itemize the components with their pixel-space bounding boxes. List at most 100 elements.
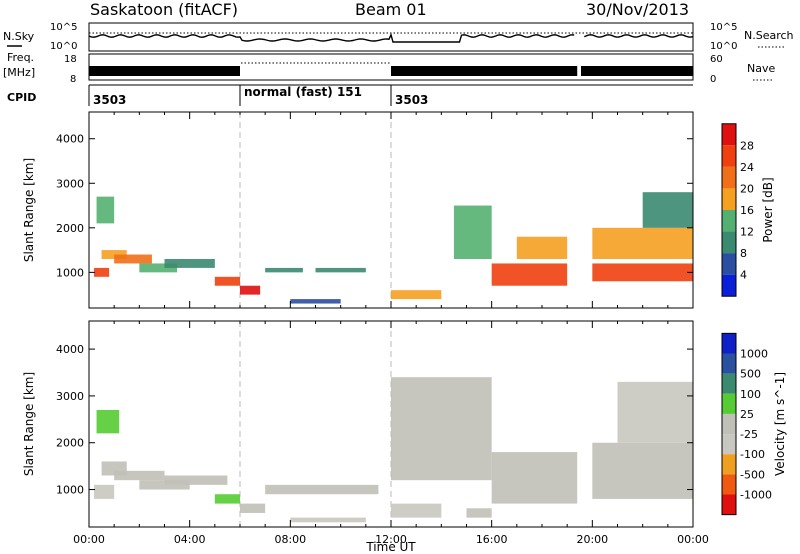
- colorbar-frame: [721, 123, 737, 297]
- x-tick-label: 00:00: [677, 533, 709, 546]
- velocity-cell-10: [315, 484, 379, 495]
- power-cell-0: [94, 267, 110, 277]
- colorbar-tick-label: -100: [740, 448, 765, 461]
- power-cell-6: [214, 276, 240, 286]
- colorbar-swatch: [722, 413, 736, 435]
- colorbar-swatch: [722, 454, 736, 475]
- colorbar-tick-label: -25: [740, 428, 758, 441]
- freq-label: Freq.: [7, 51, 34, 64]
- velocity-cell-3: [114, 470, 165, 481]
- colorbar-swatch: [722, 210, 736, 232]
- colorbar-tick-label: 4: [740, 269, 747, 282]
- velocity-cell-0: [94, 484, 115, 499]
- y-tick-label: 4000: [56, 133, 84, 146]
- colorbar-tick-label: -500: [740, 468, 765, 481]
- frequency-bars: [89, 66, 693, 76]
- colorbar-swatch: [722, 274, 736, 297]
- power-cell-3: [114, 254, 152, 264]
- velocity-cell-11: [391, 503, 442, 518]
- power-panel: 1000 2000 3000 4000 Slant Range [km] 4 8 12 16…: [22, 111, 775, 309]
- x-tick-label: 00:00: [73, 533, 105, 546]
- power-ylabel: Slant Range [km]: [22, 158, 36, 262]
- velocity-colorbar: 1000 500 100 25 -25 -100 -500 -1000: [721, 332, 772, 516]
- noise-search-label: N.Search: [744, 29, 794, 42]
- freq-bar-segment-1: [391, 66, 578, 76]
- power-cell-12: [453, 205, 492, 259]
- x-tick-label: 04:00: [174, 533, 206, 546]
- time-axis-label: Time UT: [365, 540, 416, 554]
- velocity-cell-2: [96, 409, 120, 434]
- colorbar-swatch: [722, 166, 736, 189]
- y-tick-label: 3000: [56, 177, 84, 190]
- colorbar-swatch: [722, 231, 736, 254]
- velocity-cell-8: [265, 484, 316, 495]
- colorbar-swatch: [722, 188, 736, 210]
- freq-bar-segment-0: [89, 66, 240, 76]
- velocity-cell-6: [214, 494, 240, 504]
- x-tick-label: 16:00: [476, 533, 508, 546]
- freq-tick-top: 18: [64, 54, 77, 65]
- power-cell-2: [96, 196, 115, 224]
- velocity-axes: 1000 2000 3000 4000 00:00 04:00 08:00 12:00 16:0…: [56, 321, 709, 546]
- y-tick-label: 2000: [56, 437, 84, 450]
- nave-tick-bottom: 0: [710, 74, 716, 85]
- data-gap: [577, 112, 582, 308]
- colorbar-tick-label: 12: [740, 226, 754, 239]
- noise-panel: N.Sky 10^5 10^0 10^5 10^0 N.Search: [3, 22, 794, 52]
- colorbar-tick-label: 8: [740, 247, 747, 260]
- power-colorbar-label: Power [dB]: [761, 177, 775, 242]
- noise-sky-label: N.Sky: [3, 30, 35, 43]
- colorbar-swatch: [722, 393, 736, 414]
- power-cell-4: [139, 263, 178, 273]
- colorbar-swatch: [722, 474, 736, 495]
- colorbar-tick-label: 500: [740, 368, 761, 381]
- colorbar-tick-label: 100: [740, 388, 761, 401]
- velocity-cell-5: [164, 475, 228, 485]
- y-tick-label: 1000: [56, 266, 84, 279]
- velocity-panel: 1000 2000 3000 4000 00:00 04:00 08:00 12:00 16:0…: [22, 320, 787, 554]
- power-heatmap: [94, 112, 693, 308]
- velocity-cell-7: [240, 503, 266, 513]
- cpid-label: CPID: [7, 91, 36, 104]
- y-tick-label: 3000: [56, 390, 84, 403]
- colorbar-tick-label: -1000: [740, 488, 772, 501]
- velocity-ylabel: Slant Range [km]: [22, 372, 36, 476]
- colorbar-swatch: [722, 353, 736, 374]
- colorbar-tick-label: 16: [740, 204, 754, 217]
- colorbar-tick-label: 1000: [740, 348, 768, 361]
- power-colorbar: 4 8 12 16 20 24 28: [721, 123, 754, 297]
- colorbar-frame: [721, 332, 737, 516]
- colorbar-swatch: [722, 253, 736, 275]
- velocity-cell-12: [391, 377, 492, 481]
- nave-label: Nave: [747, 62, 775, 75]
- y-tick-label: 2000: [56, 222, 84, 235]
- power-cell-17: [642, 192, 693, 228]
- velocity-cell-9: [290, 517, 366, 523]
- x-tick-label: 12:00: [375, 533, 407, 546]
- colorbar-swatch: [722, 145, 736, 167]
- power-cell-16: [592, 227, 693, 259]
- power-cell-8: [265, 267, 303, 273]
- power-cell-5: [164, 259, 215, 268]
- colorbar-tick-label: 24: [740, 161, 754, 174]
- velocity-cell-17: [617, 381, 693, 443]
- station-title: Saskatoon (fitACF): [90, 0, 238, 19]
- cpid-segment-label: 3503: [395, 93, 428, 107]
- power-cell-7: [240, 285, 261, 295]
- velocity-cell-14: [491, 452, 580, 504]
- beam-title: Beam 01: [355, 0, 427, 19]
- colorbar-tick-label: 28: [740, 139, 754, 152]
- freq-bar-segment-2: [581, 66, 693, 76]
- colorbar-swatch: [722, 333, 736, 354]
- noise-sky-trace: [88, 32, 694, 43]
- colorbar-tick-label: 20: [740, 182, 754, 195]
- colorbar-swatch: [722, 373, 736, 394]
- velocity-cell-13: [466, 508, 492, 518]
- power-axes: 1000 2000 3000 4000: [56, 112, 694, 308]
- colorbar-swatch: [722, 123, 736, 146]
- freq-tick-bottom: 8: [70, 74, 76, 85]
- velocity-cell-15: [592, 475, 693, 499]
- cpid-segment-label: 3503: [93, 93, 126, 107]
- noise-tick-bottom-right: 10^0: [710, 41, 737, 52]
